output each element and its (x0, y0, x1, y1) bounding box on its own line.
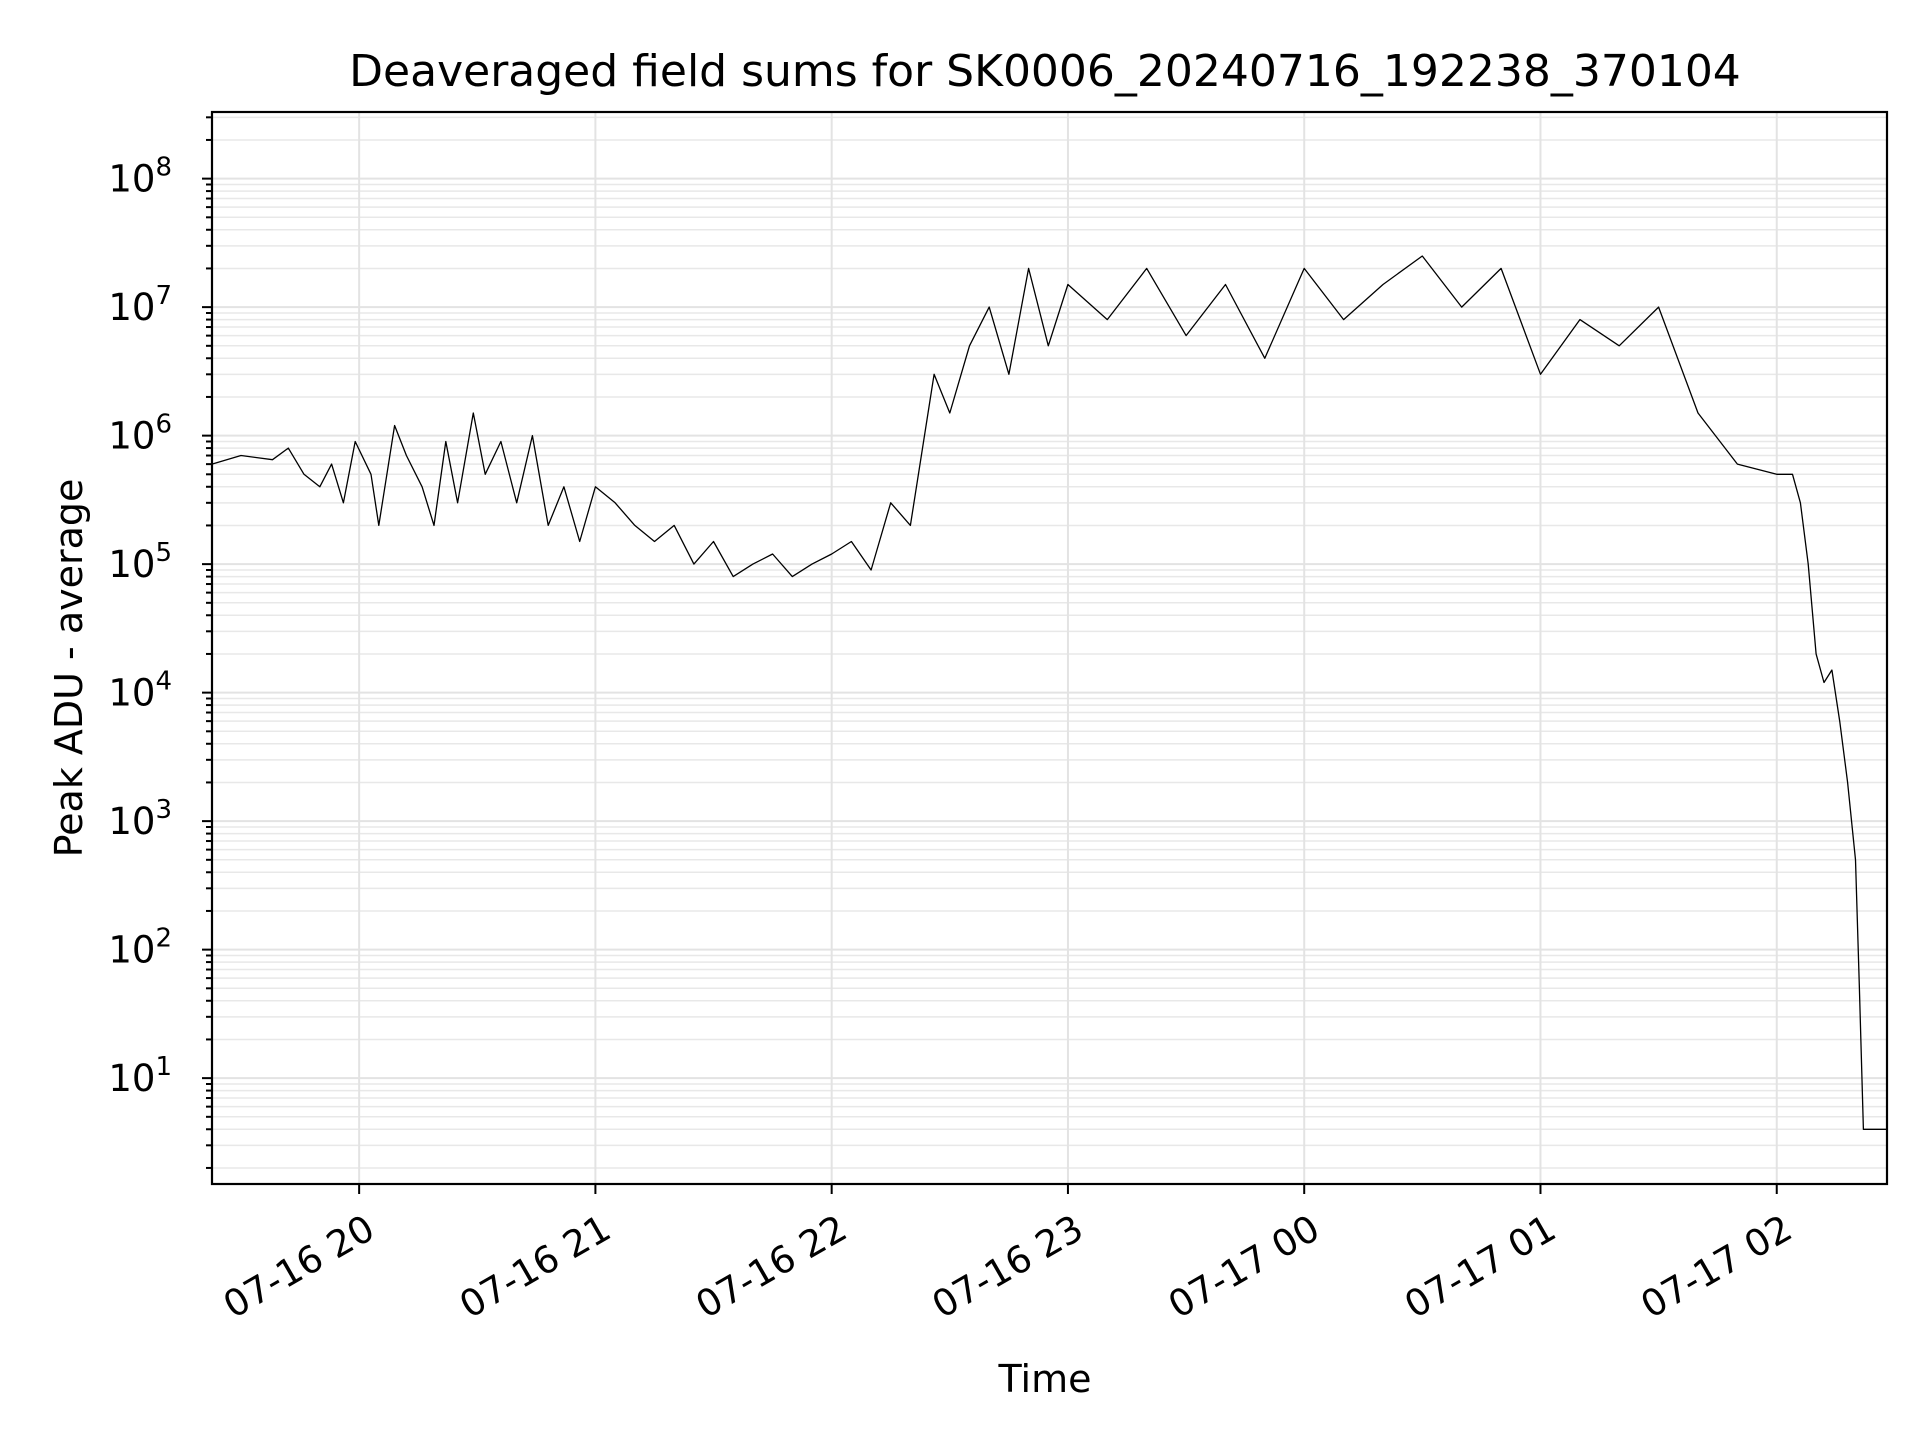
y-tick-label: 101 (108, 1052, 172, 1100)
x-axis-label: Time (998, 1357, 1092, 1401)
x-tick-label: 07-17 01 (1397, 1207, 1563, 1327)
y-tick-label: 102 (108, 924, 172, 972)
x-tick-label: 07-16 23 (925, 1207, 1091, 1327)
chart-title: Deaveraged field sums for SK0006_2024071… (349, 46, 1741, 97)
y-tick-label: 108 (108, 153, 172, 201)
y-axis-label: Peak ADU - average (47, 479, 91, 858)
y-tick-label: 105 (108, 538, 172, 586)
grid (212, 112, 1887, 1184)
x-tick-label: 07-16 20 (216, 1207, 382, 1327)
x-tick-label: 07-17 02 (1634, 1207, 1800, 1327)
x-tick-label: 07-16 21 (452, 1207, 618, 1327)
series-line (211, 255, 1887, 1130)
x-tick-label: 07-16 22 (689, 1207, 855, 1327)
x-tick-label: 07-17 00 (1161, 1207, 1327, 1327)
y-tick-label: 103 (108, 795, 172, 843)
y-tick-label: 106 (108, 410, 172, 458)
plot-frame (210, 110, 1889, 1186)
y-tick-label: 104 (108, 667, 172, 715)
y-tick-label: 107 (108, 281, 172, 329)
